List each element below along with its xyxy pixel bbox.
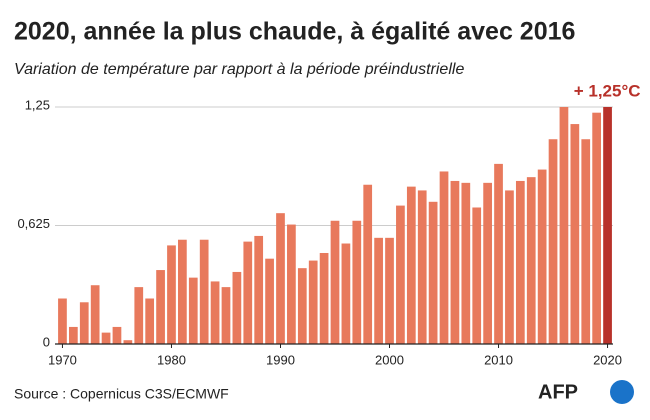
bar bbox=[494, 163, 503, 344]
bar bbox=[592, 112, 602, 344]
source: Source : Copernicus C3S/ECMWF bbox=[14, 386, 229, 402]
bar bbox=[505, 190, 514, 344]
bar bbox=[297, 268, 307, 344]
bar bbox=[374, 237, 383, 344]
bar bbox=[450, 180, 460, 344]
bar bbox=[221, 287, 231, 344]
bar bbox=[123, 340, 133, 344]
bar bbox=[145, 298, 155, 344]
x-tick-label: 2020 bbox=[593, 352, 622, 367]
bar bbox=[243, 241, 253, 344]
x-tick-label: 2010 bbox=[484, 352, 513, 367]
bar bbox=[581, 139, 591, 344]
bar bbox=[428, 201, 438, 344]
x-tick-label: 2000 bbox=[375, 352, 404, 367]
chart-subtitle: Variation de température par rapport à l… bbox=[14, 61, 464, 78]
bar bbox=[254, 235, 264, 344]
bar bbox=[319, 252, 329, 344]
bar bbox=[68, 326, 78, 344]
bar bbox=[385, 237, 394, 344]
bar bbox=[287, 224, 296, 344]
y-tick-label: 1,25 bbox=[25, 97, 50, 112]
bar bbox=[417, 190, 427, 344]
bar bbox=[341, 243, 351, 344]
bar bbox=[363, 184, 373, 344]
bar bbox=[276, 213, 285, 344]
bar bbox=[526, 177, 536, 344]
bar bbox=[548, 139, 558, 344]
bar bbox=[178, 239, 187, 344]
bar bbox=[461, 182, 471, 344]
logo-circle bbox=[610, 380, 634, 404]
bar bbox=[199, 239, 209, 344]
x-tick-label: 1970 bbox=[48, 352, 77, 367]
annotation: + 1,25°C bbox=[574, 81, 641, 100]
bar bbox=[330, 220, 340, 344]
bar bbox=[396, 205, 405, 344]
bar bbox=[167, 245, 176, 344]
bar bbox=[472, 207, 482, 344]
bar bbox=[308, 260, 318, 344]
bar bbox=[559, 107, 569, 344]
logo: AFP bbox=[538, 381, 578, 403]
bar bbox=[58, 298, 67, 344]
bar bbox=[101, 332, 111, 344]
bar bbox=[90, 285, 100, 344]
bar bbox=[232, 271, 242, 344]
bar bbox=[134, 287, 144, 344]
x-tick-label: 1980 bbox=[157, 352, 186, 367]
bar bbox=[156, 270, 165, 344]
bar bbox=[603, 107, 612, 344]
bar bbox=[439, 171, 449, 344]
bar bbox=[537, 169, 547, 344]
chart-title: 2020, année la plus chaude, à égalité av… bbox=[14, 18, 575, 46]
bar bbox=[210, 281, 220, 344]
y-tick-label: 0 bbox=[43, 334, 50, 349]
y-tick-label: 0,625 bbox=[17, 216, 50, 231]
bar bbox=[406, 186, 416, 344]
bar bbox=[515, 180, 525, 344]
bar bbox=[483, 182, 492, 344]
bar bbox=[265, 258, 274, 344]
bar bbox=[79, 302, 89, 344]
bar bbox=[352, 220, 362, 344]
x-tick-label: 1990 bbox=[266, 352, 295, 367]
bar bbox=[570, 124, 580, 345]
bar bbox=[188, 277, 198, 344]
bar bbox=[112, 326, 122, 344]
